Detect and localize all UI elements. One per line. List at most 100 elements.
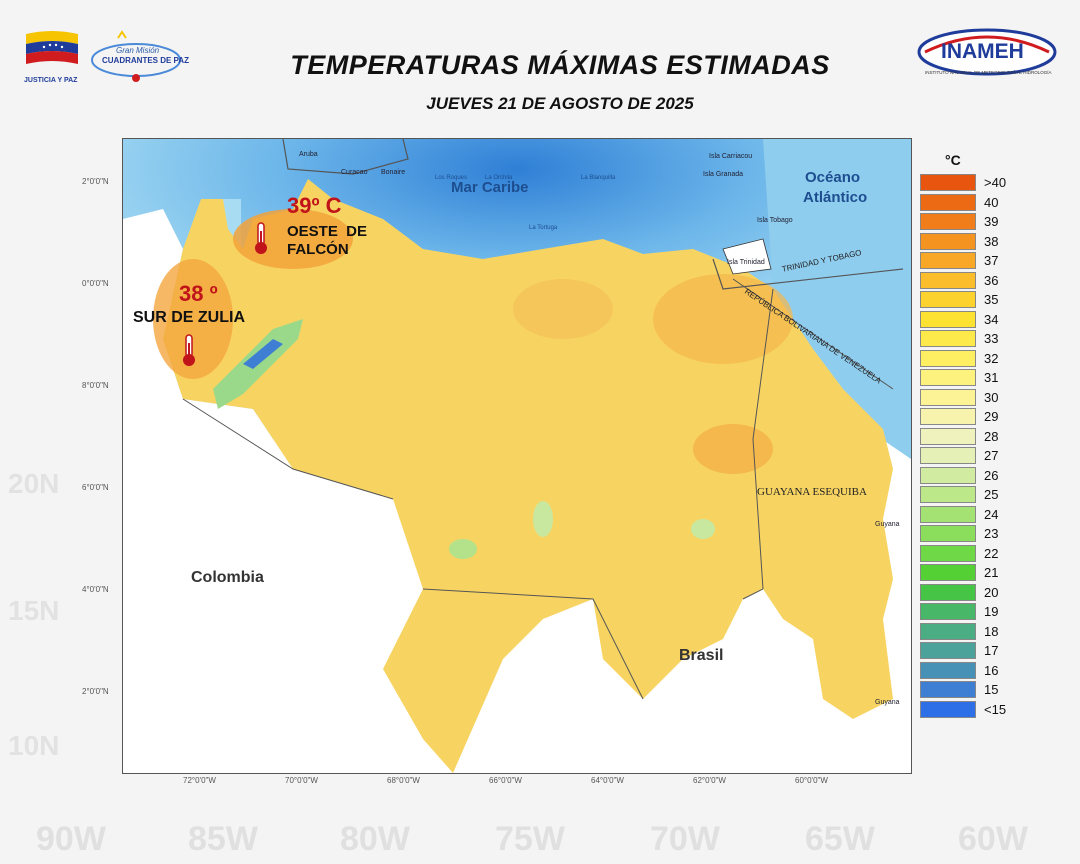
lat-label: 0°0'0"N xyxy=(82,279,109,288)
legend-label: 27 xyxy=(984,448,999,463)
lat-label: 6°0'0"N xyxy=(82,483,109,492)
highland-green-3 xyxy=(691,519,715,539)
callout-falcon-line2: FALCÓN xyxy=(287,241,349,258)
legend-swatch xyxy=(920,271,976,289)
logo-mid-line1: Gran Misión xyxy=(116,46,160,55)
label-colombia: Colombia xyxy=(191,569,264,586)
legend-label: 20 xyxy=(984,584,999,600)
legend-swatch xyxy=(920,583,976,601)
legend-swatch xyxy=(920,700,976,718)
label-granada: Isla Granada xyxy=(703,171,744,178)
page-title: TEMPERATURAS MÁXIMAS ESTIMADAS xyxy=(290,50,830,80)
lat-label: 8°0'0"N xyxy=(82,381,109,390)
legend-item: 25 xyxy=(920,486,1015,503)
legend-label: 15 xyxy=(984,682,999,697)
hot-zone-south xyxy=(693,424,773,474)
bg-lon-60w: 60W xyxy=(958,820,1028,858)
legend-label: 22 xyxy=(984,545,999,561)
lon-label: 62°0'0"W xyxy=(693,776,726,785)
legend-item: >40 xyxy=(920,174,1015,191)
bg-lon-75w: 75W xyxy=(495,820,565,858)
bg-longitude-strip: 90W 85W 80W 75W 70W 65W 60W xyxy=(0,820,1080,864)
lat-label: 4°0'0"N xyxy=(82,585,109,594)
legend-label: <15 xyxy=(984,701,1007,717)
legend-label: 25 xyxy=(984,487,999,502)
bg-lon-90w: 90W xyxy=(36,820,106,858)
inameh-logo: INAMEH INSTITUTO NACIONAL DE METEOROLOGÍ… xyxy=(915,26,1060,82)
legend-swatch xyxy=(920,642,976,659)
hot-zone-zulia xyxy=(153,259,233,379)
lon-label: 64°0'0"W xyxy=(591,776,624,785)
label-guyana-2: Guyana xyxy=(875,699,900,706)
legend-item: 37 xyxy=(920,252,1015,269)
legend-label: 21 xyxy=(984,565,999,580)
temperature-map: Mar Caribe Océano Atlántico Colombia Bra… xyxy=(122,138,912,774)
highland-green-2 xyxy=(533,501,553,537)
legend-label: >40 xyxy=(984,175,1007,190)
legend-swatch xyxy=(920,252,976,269)
lon-label: 72°0'0"W xyxy=(183,776,216,785)
legend-label: 37 xyxy=(984,253,999,268)
label-la-blanquilla: La Blanquilla xyxy=(581,175,616,181)
legend-item: 18 xyxy=(920,622,1015,640)
cuadrantes-de-paz-logo: Gran Misión CUADRANTES DE PAZ xyxy=(88,28,208,84)
legend-item: 31 xyxy=(920,369,1015,386)
inameh-emblem-icon xyxy=(917,28,1057,76)
justicia-y-paz-logo: JUSTICIA Y PAZ xyxy=(22,28,82,84)
legend-item: 28 xyxy=(920,427,1015,445)
label-bonaire: Bonaire xyxy=(381,169,406,176)
legend-label: 26 xyxy=(984,467,999,483)
legend-swatch xyxy=(920,681,976,698)
callout-zulia-line1: SUR DE ZULIA xyxy=(133,309,245,326)
legend-swatch xyxy=(920,213,976,230)
legend-item: 26 xyxy=(920,466,1015,484)
legend-item: 34 xyxy=(920,310,1015,328)
legend-label: 28 xyxy=(984,428,999,444)
legend-item: 38 xyxy=(920,232,1015,250)
thermometer-icon xyxy=(183,334,195,366)
lon-label: 66°0'0"W xyxy=(489,776,522,785)
label-oceano: Océano xyxy=(805,169,861,186)
legend-item: 39 xyxy=(920,213,1015,230)
bg-lon-70w: 70W xyxy=(650,820,720,858)
lon-label: 60°0'0"W xyxy=(795,776,828,785)
legend-item: 20 xyxy=(920,583,1015,601)
legend-swatch xyxy=(920,525,976,542)
legend-label: 17 xyxy=(984,643,999,658)
bg-lon-85w: 85W xyxy=(188,820,258,858)
legend-label: 40 xyxy=(984,194,999,210)
legend-label: 34 xyxy=(984,311,999,327)
brasil-land xyxy=(453,599,843,773)
legend-label: 31 xyxy=(984,370,999,385)
legend-label: 29 xyxy=(984,409,999,424)
page-subtitle: JUEVES 21 DE AGOSTO DE 2025 xyxy=(426,94,694,113)
legend-swatch xyxy=(920,232,976,250)
logo-mid-line2: CUADRANTES DE PAZ xyxy=(102,56,189,65)
legend-label: 18 xyxy=(984,623,999,639)
label-los-roques: Los Roques xyxy=(435,175,468,181)
colombia-land xyxy=(123,209,453,773)
label-guayana-esequiba: GUAYANA ESEQUIBA xyxy=(757,486,867,498)
legend-item: 23 xyxy=(920,525,1015,542)
legend-swatch xyxy=(920,622,976,640)
legend-item: 19 xyxy=(920,603,1015,620)
legend-swatch xyxy=(920,310,976,328)
bg-lon-80w: 80W xyxy=(340,820,410,858)
label-trinidad: Isla Trinidad xyxy=(727,259,765,266)
legend-item: 22 xyxy=(920,544,1015,562)
label-guyana-1: Guyana xyxy=(875,521,900,528)
legend-item: 29 xyxy=(920,408,1015,425)
atlantic-ocean xyxy=(763,139,911,459)
maritime-boundary xyxy=(282,139,904,290)
highland-green-1 xyxy=(449,539,477,559)
legend-item: 21 xyxy=(920,564,1015,581)
legend-swatch xyxy=(920,330,976,347)
label-tobago: Isla Tobago xyxy=(757,217,793,224)
legend-label: 24 xyxy=(984,506,999,522)
label-curacao: Curacao xyxy=(341,169,368,176)
legend-item: 15 xyxy=(920,681,1015,698)
label-mar-caribe: Mar Caribe xyxy=(451,179,529,196)
legend-label: 39 xyxy=(984,214,999,229)
legend-item: 33 xyxy=(920,330,1015,347)
venezuela-flag-icon xyxy=(26,31,78,64)
